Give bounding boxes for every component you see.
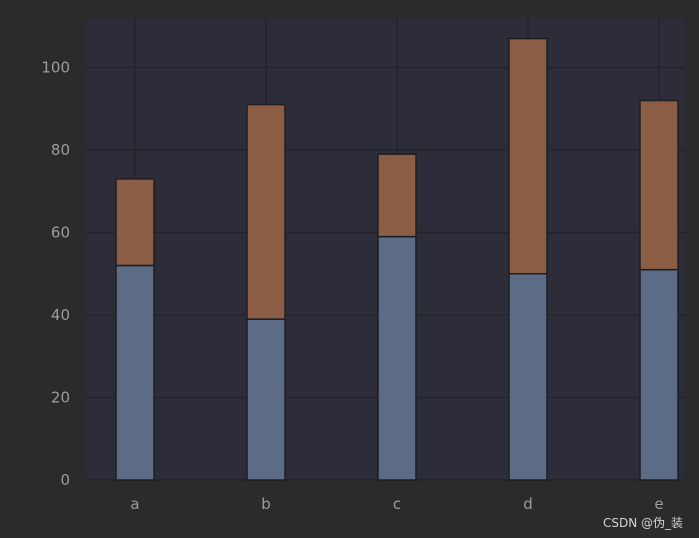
y-tick-label: 100 — [41, 59, 70, 77]
bar-b-segment-2 — [246, 103, 286, 320]
bar-c-segment-2 — [377, 153, 417, 238]
y-tick-label: 80 — [51, 141, 70, 159]
bar-a-segment-2 — [115, 178, 155, 267]
bar-d-segment-1 — [508, 273, 548, 481]
x-tick-label: c — [393, 495, 401, 513]
x-tick-labels: a b c d e — [130, 495, 663, 513]
bar-e-segment-2 — [639, 99, 679, 271]
x-tick-label: e — [654, 495, 663, 513]
bars — [115, 37, 679, 481]
bar-e-segment-1 — [639, 268, 679, 481]
bar-b-segment-1 — [246, 318, 286, 481]
watermark: CSDN @伪_装 — [603, 516, 683, 530]
y-tick-label: 60 — [51, 224, 70, 242]
x-tick-label: d — [523, 495, 533, 513]
bar-d-segment-2 — [508, 37, 548, 275]
y-tick-label: 20 — [51, 389, 70, 407]
bar-c-segment-1 — [377, 235, 417, 481]
x-tick-label: a — [130, 495, 139, 513]
bar-a-segment-1 — [115, 264, 155, 481]
y-tick-label: 0 — [60, 471, 70, 489]
y-tick-label: 40 — [51, 306, 70, 324]
y-tick-labels: 0 20 40 60 80 100 — [41, 59, 70, 490]
x-tick-label: b — [261, 495, 271, 513]
